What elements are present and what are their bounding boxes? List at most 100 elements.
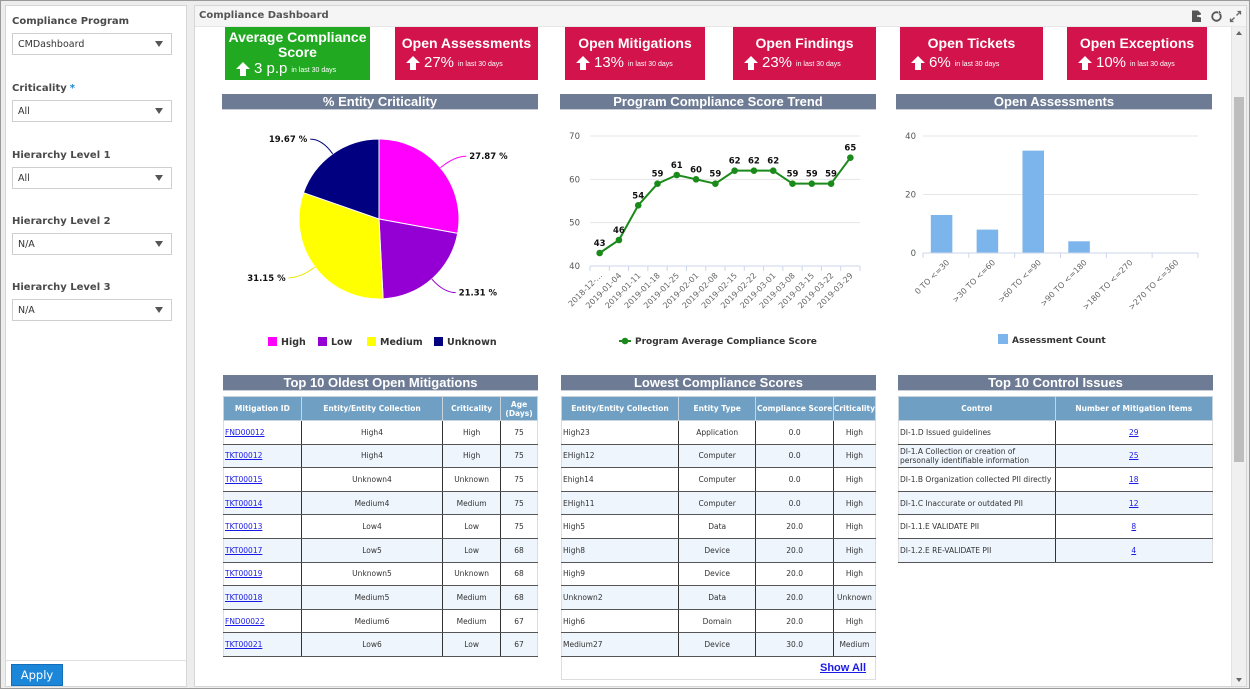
table-cell: 75 — [500, 420, 538, 445]
table-cell: 8 — [1054, 514, 1213, 539]
mitigation-id-link[interactable]: TKT00017 — [225, 545, 263, 555]
column-header[interactable]: Entity/Entity Collection — [561, 396, 679, 421]
mitigation-count-link[interactable]: 29 — [1128, 427, 1139, 437]
mitigation-count-link[interactable]: 12 — [1128, 498, 1139, 508]
table-cell: Low — [442, 538, 501, 563]
cell-text: Low — [464, 545, 479, 555]
kpi-title: Open Exceptions — [1079, 35, 1195, 51]
table-cell: EHigh11 — [561, 491, 679, 516]
mitigation-id-link[interactable]: TKT00015 — [225, 474, 263, 484]
y-tick-label: 60 — [569, 175, 580, 185]
data-point — [750, 167, 758, 174]
expand-icon[interactable] — [1228, 9, 1242, 23]
kpi-open-mitigations[interactable]: Open Mitigations 13% in last 30 days — [565, 27, 705, 80]
cell-text: DI-1.B Organization collected PII direct… — [900, 474, 1052, 484]
data-label: 60 — [690, 165, 702, 175]
export-icon[interactable] — [1190, 9, 1204, 23]
scrollbar-thumb[interactable] — [1234, 97, 1244, 462]
column-header[interactable]: Criticality — [832, 396, 877, 421]
table-cell: 20.0 — [755, 538, 834, 563]
data-point — [827, 180, 835, 187]
apply-button[interactable]: Apply — [11, 664, 63, 686]
kpi-average-compliance-score[interactable]: Average Compliance Score 3 p.p in last 3… — [225, 27, 370, 80]
column-header[interactable]: Criticality — [442, 396, 502, 421]
kpi-open-assessments[interactable]: Open Assessments 27% in last 30 days — [395, 27, 538, 80]
mitigation-count-link[interactable]: 4 — [1131, 545, 1137, 555]
filter-label: Compliance Program — [12, 16, 172, 30]
table-row: DI-1.2.E RE-VALIDATE PII 4 — [898, 538, 1213, 563]
vertical-scrollbar[interactable] — [1231, 27, 1246, 686]
table-cell: Data — [677, 514, 756, 539]
data-point — [692, 176, 700, 183]
chevron-down-icon — [155, 108, 163, 114]
cell-text: EHigh11 — [563, 498, 595, 508]
kpi-open-exceptions[interactable]: Open Exceptions 10% in last 30 days — [1067, 27, 1207, 80]
table-row: Medium27 Device 30.0 Medium — [561, 632, 877, 657]
mitigation-id-link[interactable]: TKT00014 — [225, 498, 263, 508]
cell-text: Data — [708, 522, 727, 532]
table-cell: High — [832, 562, 877, 587]
column-header[interactable]: Age (Days) — [500, 396, 538, 421]
table-cell: High — [832, 444, 877, 469]
column-header[interactable]: Compliance Score — [755, 396, 834, 421]
mitigation-id-link[interactable]: TKT00012 — [225, 451, 263, 461]
mitigation-count-link[interactable]: 25 — [1128, 451, 1139, 461]
table-cell: 4 — [1054, 538, 1213, 563]
table-cell: 18 — [1054, 467, 1213, 492]
table-row: TKT00014 Medium4 Medium 75 — [223, 491, 538, 516]
show-all-link[interactable]: Show All — [820, 662, 867, 674]
cell-text: 20.0 — [786, 592, 803, 602]
hierarchy-level-2-select[interactable]: N/A — [12, 233, 172, 255]
bar — [976, 229, 999, 253]
sidebar-footer: Apply — [6, 660, 186, 686]
kpi-period: in last 30 days — [458, 61, 503, 68]
table-cell: 25 — [1054, 444, 1213, 469]
mitigation-id-link[interactable]: FND00012 — [225, 427, 265, 437]
pie-connector — [288, 266, 316, 279]
table-cell: Medium5 — [300, 585, 443, 610]
refresh-icon[interactable] — [1209, 9, 1223, 23]
chevron-down-icon — [155, 241, 163, 247]
cell-text: 20.0 — [786, 522, 803, 532]
table-cell: 67 — [500, 632, 538, 657]
filter-label-text: Criticality — [12, 83, 67, 94]
cell-text: 0.0 — [788, 427, 801, 437]
scroll-up-arrow-icon[interactable] — [1236, 31, 1242, 35]
filter-hierarchy-level-2: Hierarchy Level 2 N/A — [12, 216, 172, 255]
mitigation-id-link[interactable]: TKT00019 — [225, 569, 263, 579]
mitigation-id-link[interactable]: FND00022 — [225, 616, 265, 626]
table-row: High5 Data 20.0 High — [561, 514, 877, 539]
cell-text: 0.0 — [788, 474, 801, 484]
mitigation-id-link[interactable]: TKT00013 — [225, 522, 263, 532]
mitigation-id-link[interactable]: TKT00021 — [225, 640, 263, 650]
lowest-scores-title: Lowest Compliance Scores — [561, 375, 876, 391]
column-header[interactable]: Mitigation ID — [223, 396, 302, 421]
data-label: 59 — [709, 170, 721, 180]
column-header[interactable]: Control — [898, 396, 1056, 421]
table-cell: High — [832, 514, 877, 539]
filter-label-text: Hierarchy Level 1 — [12, 150, 111, 161]
column-header[interactable]: Number of Mitigation Items — [1054, 396, 1213, 421]
table-cell: Application — [677, 420, 756, 445]
mitigation-count-link[interactable]: 8 — [1131, 522, 1137, 532]
mitigation-count-link[interactable]: 18 — [1128, 474, 1139, 484]
kpi-title: Average Compliance Score — [228, 29, 367, 60]
kpi-open-findings[interactable]: Open Findings 23% in last 30 days — [733, 27, 876, 80]
hierarchy-level-3-select[interactable]: N/A — [12, 299, 172, 321]
table-cell: TKT00021 — [223, 632, 302, 657]
table-cell: Medium — [442, 585, 501, 610]
mitigation-id-link[interactable]: TKT00018 — [225, 592, 263, 602]
cell-text: High — [845, 474, 864, 484]
cell-text: Application — [696, 427, 739, 437]
column-header[interactable]: Entity Type — [677, 396, 757, 421]
kpi-open-tickets[interactable]: Open Tickets 6% in last 30 days — [900, 27, 1043, 80]
scroll-down-arrow-icon[interactable] — [1236, 678, 1242, 682]
column-header[interactable]: Entity/Entity Collection — [300, 396, 444, 421]
table-cell: High — [832, 538, 877, 563]
y-tick-label: 0 — [911, 249, 916, 259]
hierarchy-level-1-select[interactable]: All — [12, 167, 172, 189]
compliance-program-select[interactable]: CMDashboard — [12, 33, 172, 55]
table-cell: EHigh12 — [561, 444, 679, 469]
criticality-select[interactable]: All — [12, 100, 172, 122]
table-cell: DI-1.A Collection or creation of persona… — [898, 444, 1055, 469]
